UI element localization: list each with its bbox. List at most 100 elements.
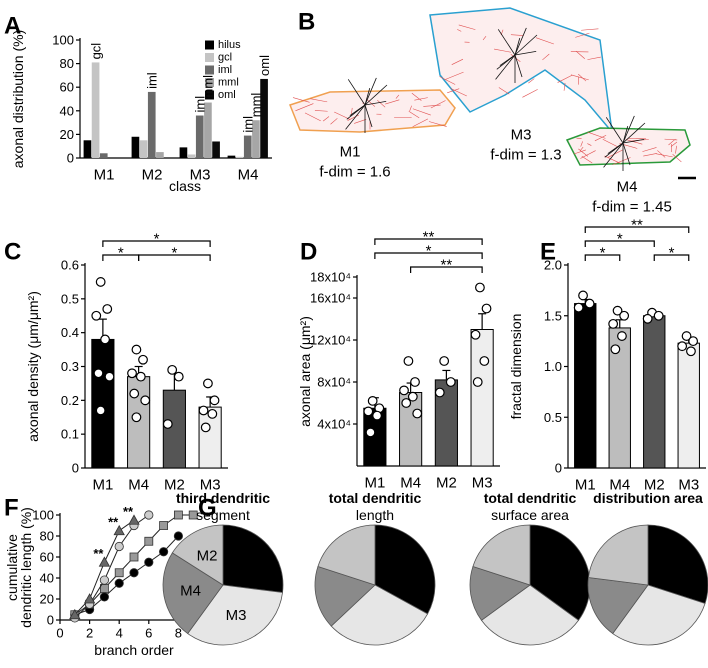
- dendrite: [622, 126, 629, 144]
- legend-label: hilus: [218, 39, 241, 51]
- x-tick-label: M2: [164, 477, 185, 494]
- axon: [575, 50, 586, 59]
- bar: [162, 389, 186, 469]
- dendrite: [604, 142, 624, 158]
- legend-swatch: [205, 78, 214, 87]
- axon: [365, 98, 376, 107]
- pie-title: segment: [196, 507, 250, 523]
- significance-label: *: [154, 231, 160, 248]
- axon: [414, 97, 428, 101]
- pie-slice: [647, 524, 708, 605]
- bar: [470, 329, 494, 467]
- axon: [573, 149, 586, 155]
- x-tick-label: 0: [56, 626, 63, 641]
- y-tick-label: 0.6: [61, 258, 79, 273]
- y-tick-label: 2.0: [544, 258, 562, 273]
- panel-label: G: [198, 495, 217, 522]
- panel-label: C: [4, 239, 21, 266]
- x-tick-label: 6: [145, 626, 152, 641]
- dendrite: [364, 88, 371, 106]
- axon: [330, 118, 338, 125]
- pie-title: surface area: [491, 507, 569, 523]
- marker: [144, 510, 154, 520]
- axon: [587, 143, 592, 146]
- axon: [447, 88, 460, 94]
- data-point: [681, 331, 692, 341]
- pie-slice: [587, 577, 649, 635]
- significance-label: *: [118, 245, 124, 262]
- y-tick-label: 1.0: [544, 359, 562, 374]
- dendrite: [346, 104, 366, 120]
- axon: [594, 135, 607, 142]
- slice-label: M3: [226, 607, 247, 624]
- bar: [99, 153, 108, 158]
- marker: [99, 575, 110, 585]
- axon: [408, 110, 420, 119]
- dendrite: [514, 34, 538, 56]
- dendrite: [364, 77, 377, 106]
- y-tick-label: 4x10⁴: [317, 417, 351, 432]
- axon: [430, 100, 446, 109]
- y-axis-label: fractal dimension: [508, 314, 524, 420]
- x-tick-label: M3: [472, 475, 493, 492]
- axon: [672, 154, 682, 163]
- data-point: [95, 277, 106, 287]
- marker: [144, 536, 154, 546]
- pie-slice: [374, 524, 436, 615]
- marker: [173, 510, 183, 520]
- pie-slice: [529, 524, 591, 621]
- y-tick-label: 8x10⁴: [317, 375, 351, 390]
- marker: [129, 568, 139, 578]
- bar: [252, 120, 260, 158]
- data-point: [162, 419, 173, 429]
- x-tick-label: M2: [644, 477, 665, 494]
- data-point: [472, 377, 483, 387]
- x-tick-label: 8: [175, 626, 182, 641]
- x-tick-label: M4: [128, 477, 149, 494]
- axon: [655, 153, 673, 158]
- significance-label: **: [123, 504, 134, 519]
- data-point: [470, 329, 481, 340]
- y-tick-label: 18x10⁴: [310, 270, 351, 285]
- data-point: [131, 412, 142, 423]
- data-point: [209, 395, 220, 406]
- axon: [423, 104, 441, 107]
- pie-slice: [469, 565, 531, 621]
- axon: [354, 119, 367, 124]
- marker: [83, 593, 96, 604]
- marker: [114, 578, 124, 588]
- significance-bracket: [374, 238, 483, 245]
- axon: [304, 112, 321, 122]
- marker: [129, 552, 139, 562]
- axon: [579, 146, 584, 151]
- data-point: [372, 410, 382, 421]
- marker: [188, 510, 198, 520]
- axon: [642, 147, 657, 152]
- axon: [657, 150, 666, 158]
- y-tick-label: 20: [40, 592, 54, 607]
- bar: [139, 140, 148, 158]
- data-point: [198, 405, 209, 416]
- y-tick-label: 12x10⁴: [310, 333, 351, 348]
- dendrite: [514, 27, 527, 56]
- data-point: [100, 334, 110, 345]
- axon: [412, 118, 429, 128]
- y-tick-label: 0: [555, 461, 562, 476]
- marker: [99, 592, 110, 602]
- neuron-outline: [429, 7, 614, 135]
- bar-annotation: mml: [249, 93, 264, 118]
- dendrite: [514, 50, 537, 56]
- bar-annotation: gcl: [88, 43, 103, 60]
- significance-bracket: [653, 254, 690, 261]
- axon: [458, 24, 476, 30]
- axon: [482, 36, 487, 41]
- significance-bracket: [410, 266, 483, 273]
- marker: [98, 556, 111, 567]
- bar: [179, 147, 188, 158]
- axon: [563, 82, 566, 91]
- y-tick-label: 0.4: [61, 325, 79, 340]
- y-tick-label: 60: [60, 80, 74, 95]
- axon: [445, 71, 464, 80]
- panel-label: F: [4, 495, 19, 522]
- dendrite: [347, 79, 366, 106]
